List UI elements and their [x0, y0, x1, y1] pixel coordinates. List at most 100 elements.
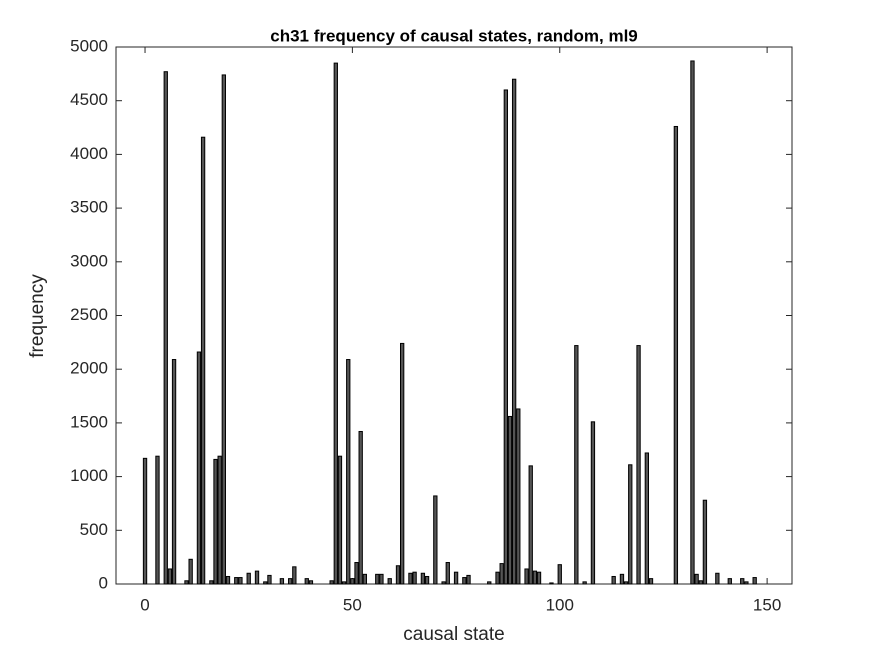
bar [354, 562, 359, 585]
bar [740, 578, 745, 585]
bar [574, 345, 579, 585]
bar [292, 566, 297, 585]
y-tick-label: 2500 [70, 305, 108, 324]
bar [702, 499, 708, 585]
bar [209, 580, 214, 585]
bar [362, 573, 367, 585]
bar [507, 415, 513, 585]
bar [395, 565, 401, 585]
bar [466, 574, 471, 585]
bar [254, 570, 260, 585]
bar [590, 421, 596, 585]
bar [532, 570, 538, 585]
bar [557, 564, 562, 585]
bar [636, 345, 641, 585]
bar [694, 573, 699, 585]
bar [499, 563, 504, 585]
bar [155, 455, 160, 585]
bar [462, 577, 467, 585]
x-tick-label: 150 [753, 595, 781, 614]
y-tick-label: 4000 [70, 144, 108, 163]
y-tick-label: 4500 [70, 90, 108, 109]
bar [424, 575, 430, 585]
bar [619, 573, 625, 585]
bar [715, 572, 720, 585]
bar [644, 452, 650, 585]
bar [288, 578, 293, 585]
bar [142, 457, 148, 585]
bar [412, 571, 417, 585]
bar [375, 573, 380, 585]
bar [184, 580, 189, 585]
bar [279, 578, 285, 585]
bar [495, 571, 500, 585]
bar [698, 580, 703, 585]
bar [213, 458, 218, 585]
bar [217, 455, 222, 585]
bar [648, 578, 654, 585]
bar [171, 359, 177, 585]
bar [221, 74, 226, 585]
bar [503, 89, 508, 585]
bar [337, 455, 343, 585]
bar [329, 580, 334, 585]
y-tick-label: 1500 [70, 412, 108, 431]
bar [238, 577, 243, 585]
bar [400, 342, 405, 585]
bar [387, 578, 392, 585]
bar [350, 578, 355, 585]
bar [188, 558, 193, 585]
bar [408, 572, 413, 585]
bar [420, 572, 426, 585]
bar [304, 578, 309, 585]
bar [582, 581, 587, 585]
chart-title: ch31 frequency of causal states, random,… [270, 26, 638, 45]
bar [200, 136, 206, 585]
bar [511, 78, 517, 585]
bar [163, 71, 168, 585]
bar [453, 571, 459, 585]
bar [536, 571, 542, 585]
bar [673, 125, 679, 585]
x-tick-label: 100 [546, 595, 574, 614]
bar [752, 577, 757, 585]
y-axis-label: frequency [27, 274, 48, 358]
bar [196, 351, 202, 585]
bar [346, 359, 351, 585]
bar [246, 572, 251, 585]
bar [623, 581, 629, 585]
y-tick-label: 1000 [70, 466, 108, 485]
bar [524, 568, 529, 585]
bar [516, 408, 521, 585]
bar [628, 464, 633, 585]
bar [379, 573, 384, 585]
x-tick-label: 0 [140, 595, 149, 614]
bar [528, 465, 533, 585]
y-tick-label: 5000 [70, 36, 108, 55]
x-tick-label: 50 [343, 595, 362, 614]
y-tick-label: 500 [80, 520, 108, 539]
bar [690, 60, 695, 585]
bar [727, 578, 732, 585]
bar [549, 582, 554, 585]
x-axis-label: causal state [403, 624, 504, 645]
y-tick-label: 2000 [70, 359, 108, 378]
bar [308, 580, 314, 585]
y-tick-label: 3000 [70, 251, 108, 270]
bar [267, 574, 272, 585]
bar [445, 562, 450, 585]
bar [341, 581, 347, 585]
bar [433, 495, 438, 585]
bar [744, 581, 749, 585]
bar [358, 430, 363, 585]
bar [263, 581, 268, 585]
bar [487, 581, 492, 585]
bar [167, 568, 173, 585]
bar [611, 575, 616, 585]
bar [225, 575, 231, 585]
bar [234, 577, 239, 585]
bar [333, 62, 338, 585]
bar [441, 581, 446, 585]
